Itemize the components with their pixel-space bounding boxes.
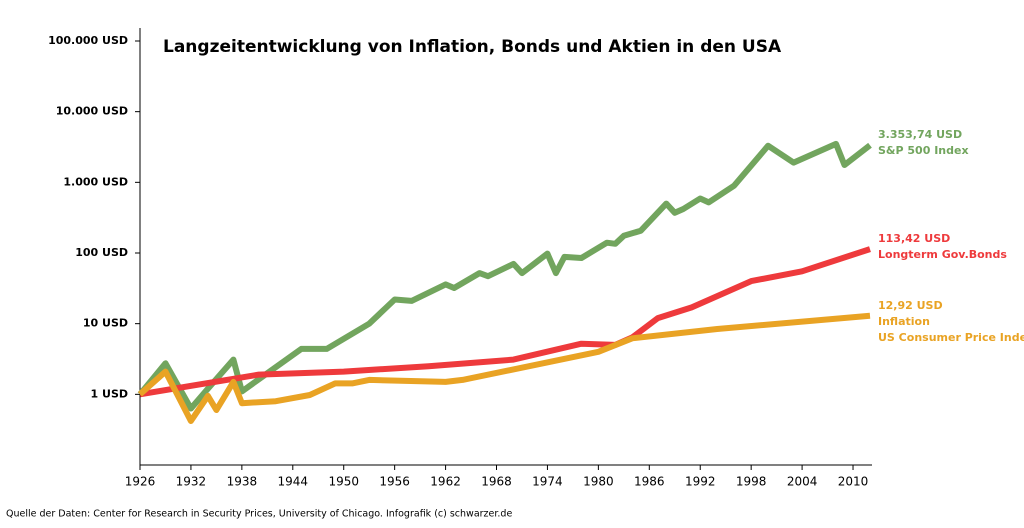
x-tick-label: 2010 — [838, 475, 869, 489]
x-tick-label: 1980 — [583, 475, 614, 489]
source-note: Quelle der Daten: Center for Research in… — [6, 509, 512, 520]
y-tick-label: 100 USD — [75, 246, 128, 259]
value-label: 3.353,74 USD — [878, 128, 962, 141]
x-tick-label: 1956 — [379, 475, 410, 489]
x-tick-label: 1926 — [125, 475, 156, 489]
x-tick-label: 2004 — [787, 475, 818, 489]
x-tick-label: 1968 — [481, 475, 512, 489]
x-tick-label: 1950 — [328, 475, 359, 489]
x-tick-label: 1932 — [176, 475, 207, 489]
x-tick-label: 1998 — [736, 475, 767, 489]
series-line — [138, 312, 871, 424]
y-tick-label: 100.000 USD — [48, 34, 128, 47]
x-tick-label: 1992 — [685, 475, 716, 489]
legend-label: Inflation — [878, 315, 930, 328]
y-tick-label: 1.000 USD — [63, 175, 128, 188]
x-tick-label: 1938 — [227, 475, 258, 489]
value-label: 113,42 USD — [878, 232, 950, 245]
value-label: 12,92 USD — [878, 299, 943, 312]
legend-description: US Consumer Price Index — [878, 331, 1024, 344]
y-tick-label: 10.000 USD — [56, 105, 128, 118]
y-tick-label: 1 USD — [91, 387, 128, 400]
x-tick-label: 1974 — [532, 475, 563, 489]
x-tick-label: 1962 — [430, 475, 461, 489]
x-tick-label: 1986 — [634, 475, 665, 489]
legend-label: S&P 500 Index — [878, 144, 969, 157]
y-tick-label: 10 USD — [83, 317, 128, 330]
legend-label: Longterm Gov.Bonds — [878, 248, 1007, 261]
chart-title: Langzeitentwicklung von Inflation, Bonds… — [163, 37, 782, 57]
x-tick-label: 1944 — [278, 475, 309, 489]
series-line — [137, 140, 872, 412]
